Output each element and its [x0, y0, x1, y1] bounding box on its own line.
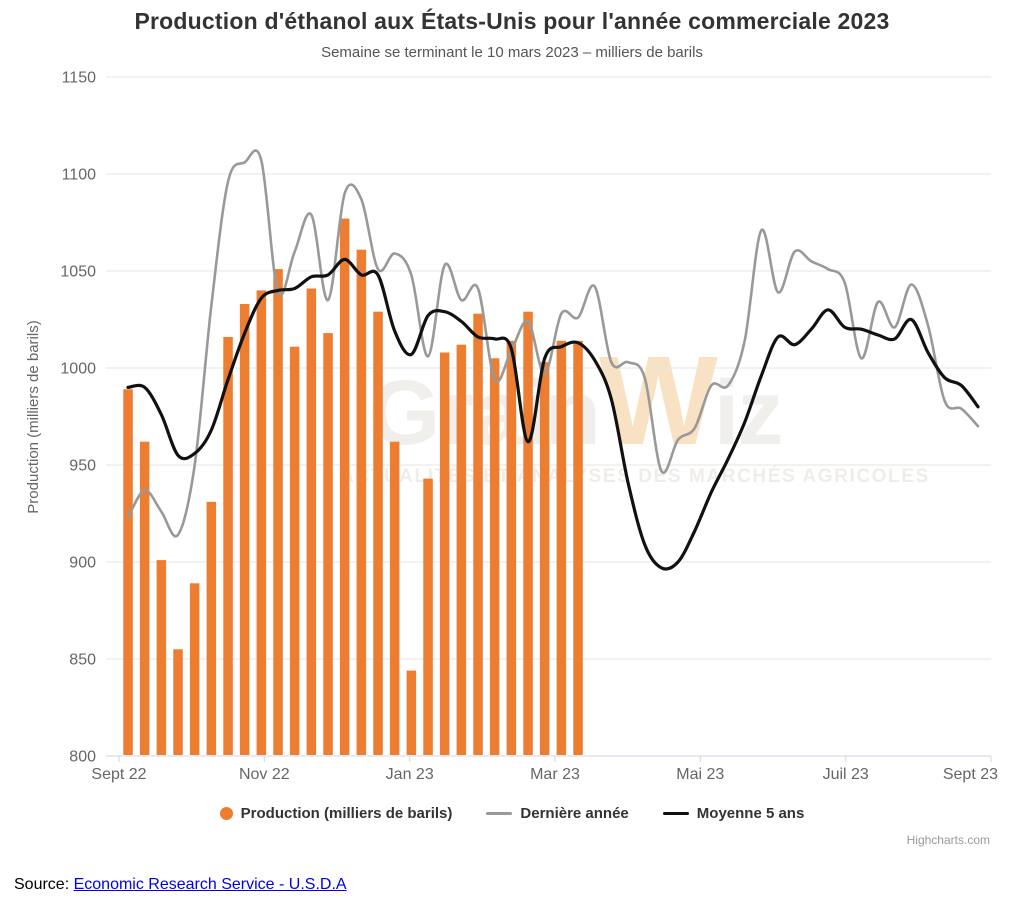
last-year-swatch-icon: [486, 812, 513, 815]
production-bar-week-18[interactable]: [423, 478, 433, 755]
production-bar-week-12[interactable]: [323, 333, 333, 755]
production-bar-week-6[interactable]: [223, 337, 233, 755]
source-link[interactable]: Economic Research Service - U.S.D.A: [73, 876, 347, 893]
x-tick-label-2: Jan 23: [386, 766, 434, 783]
x-tick-label-5: Juil 23: [823, 766, 869, 783]
production-bar-week-26[interactable]: [556, 340, 567, 755]
y-tick-label-900: 900: [69, 555, 96, 572]
production-bar-week-14[interactable]: [356, 249, 367, 755]
production-bar-week-10[interactable]: [289, 346, 300, 755]
source-label: Source:: [14, 876, 70, 893]
production-bar-week-23[interactable]: [506, 340, 517, 755]
production-bar-week-16[interactable]: [389, 441, 400, 755]
production-bar-week-5[interactable]: [206, 501, 217, 755]
legend-item-five-year-avg[interactable]: Moyenne 5 ans: [662, 805, 805, 822]
source-row: Source: Economic Research Service - U.S.…: [14, 876, 347, 894]
production-bar-week-25[interactable]: [539, 362, 550, 755]
x-tick-label-6: Sept 23: [943, 766, 998, 783]
y-tick-label-1150: 1150: [62, 70, 97, 87]
watermark-tagline: ACTUALITÉS ET ANALYSES DES MARCHÉS AGRIC…: [340, 466, 930, 487]
legend-label-five-year-avg: Moyenne 5 ans: [696, 805, 805, 822]
x-tick-label-3: Mar 23: [530, 766, 580, 783]
production-bar-week-20[interactable]: [456, 344, 467, 755]
production-bar-week-22[interactable]: [489, 358, 500, 755]
production-bar-week-21[interactable]: [473, 313, 483, 755]
production-bar-week-1[interactable]: [139, 441, 150, 755]
production-bar-week-4[interactable]: [189, 583, 200, 755]
production-bar-week-8[interactable]: [256, 290, 267, 755]
production-bar-week-13[interactable]: [339, 218, 350, 756]
x-tick-label-4: Mai 23: [676, 766, 724, 783]
production-bar-week-17[interactable]: [406, 670, 417, 755]
five-year-avg-swatch-icon: [662, 812, 689, 815]
y-tick-label-800: 800: [69, 749, 96, 766]
y-tick-label-1000: 1000: [60, 361, 96, 378]
legend-item-last-year[interactable]: Dernière année: [486, 805, 629, 822]
chart-subtitle: Semaine se terminant le 10 mars 2023 – m…: [321, 44, 703, 61]
production-bar-week-15[interactable]: [373, 311, 383, 755]
production-bar-week-2[interactable]: [156, 560, 167, 755]
y-tick-label-1100: 1100: [62, 167, 97, 184]
legend-label-last-year: Dernière année: [520, 805, 629, 822]
production-bar-week-9[interactable]: [273, 269, 283, 755]
chart-title: Production d'éthanol aux États-Unis pour…: [134, 8, 890, 34]
last-year-line[interactable]: [126, 149, 980, 538]
chart-plot-area: 800 850 900 950 1000 1050 1100 1150 Production (…: [25, 70, 998, 784]
x-tick-label-1: Nov 22: [239, 766, 290, 783]
production-bar-week-3[interactable]: [173, 649, 183, 755]
production-bar-week-0[interactable]: [123, 389, 133, 755]
production-bar-week-27[interactable]: [573, 340, 583, 755]
chart-legend: Production (milliers de barils) Dernière…: [0, 805, 1024, 822]
y-tick-label-850: 850: [69, 652, 96, 669]
production-bar-week-7[interactable]: [239, 304, 250, 755]
y-tick-label-1050: 1050: [60, 264, 96, 281]
production-bar-week-19[interactable]: [439, 352, 450, 756]
production-bar-week-24[interactable]: [523, 311, 533, 755]
production-bar-week-11[interactable]: [306, 288, 317, 756]
y-axis-title: Production (milliers de barils): [25, 320, 42, 513]
five-year-avg-line[interactable]: [126, 257, 980, 571]
legend-item-production[interactable]: Production (milliers de barils): [219, 805, 453, 822]
legend-label-production: Production (milliers de barils): [240, 805, 453, 822]
y-tick-label-950: 950: [69, 458, 96, 475]
production-swatch-icon: [219, 807, 233, 820]
highcharts-credit-link[interactable]: Highcharts.com: [906, 833, 990, 847]
x-tick-label-0: Sept 22: [91, 766, 146, 783]
